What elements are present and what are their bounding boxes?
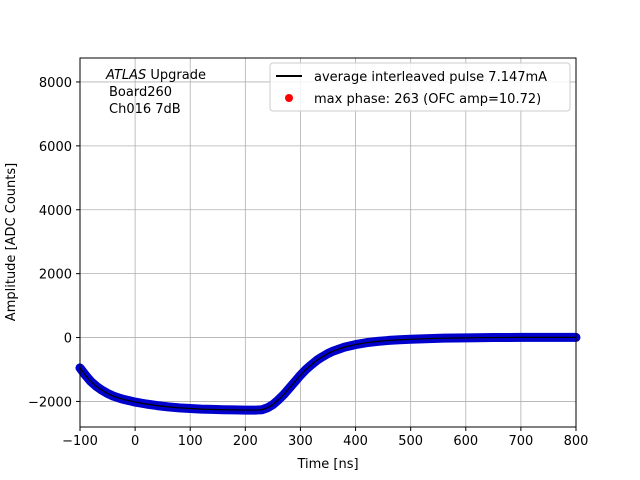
data-layer (75, 332, 581, 415)
annotation-line1: ATLAS Upgrade (105, 68, 206, 83)
legend-box (269, 62, 571, 112)
pulse-series-line (79, 336, 576, 411)
annotation-board: Board260 (109, 85, 172, 100)
annotation-channel: Ch016 7dB (109, 102, 181, 117)
y-tick-label: 4000 (39, 204, 72, 219)
y-tick-label: 8000 (39, 76, 72, 91)
atlas-annotation: ATLAS Upgrade Board260 Ch016 7dB (105, 68, 206, 117)
x-tick-label: 400 (343, 434, 368, 449)
x-tick-label: 700 (508, 434, 533, 449)
legend-entry-max-phase: max phase: 263 (OFC amp=10.72) (314, 92, 541, 107)
tick-layer: −100 0 100 200 300 400 500 600 700 800 −2000 0 2000 4… (28, 76, 588, 449)
x-axis-label: Time [ns] (296, 457, 358, 472)
annotation-atlas: ATLAS (105, 68, 146, 83)
annotation-upgrade: Upgrade (146, 68, 206, 83)
x-tick-label: 200 (233, 434, 258, 449)
legend-entry-pulse: average interleaved pulse 7.147mA (314, 70, 547, 85)
y-tick-label: 2000 (39, 268, 72, 283)
legend-marker-swatch (285, 94, 293, 102)
x-tick-label: 500 (398, 434, 423, 449)
legend: average interleaved pulse 7.147mA max ph… (269, 62, 571, 112)
x-tick-label: 800 (564, 434, 589, 449)
pulse-marker-band (75, 332, 581, 415)
x-tick-label: 100 (178, 434, 203, 449)
plot-frame (79, 57, 577, 428)
x-tick-label: −100 (62, 434, 98, 449)
x-tick-label: 600 (453, 434, 478, 449)
y-axis-label: Amplitude [ADC Counts] (4, 163, 19, 321)
y-tick-label: 6000 (39, 140, 72, 155)
y-tick-label: 0 (64, 332, 72, 347)
x-tick-label: 300 (288, 434, 313, 449)
y-tick-label: −2000 (28, 395, 72, 410)
x-tick-label: 0 (131, 434, 139, 449)
grid-lines (79, 58, 577, 427)
